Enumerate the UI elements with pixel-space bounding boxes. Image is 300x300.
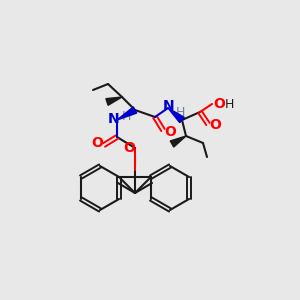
- Text: H: H: [121, 110, 131, 124]
- Text: N: N: [163, 99, 175, 113]
- Text: H: H: [224, 98, 234, 110]
- Text: O: O: [164, 125, 176, 139]
- Text: O: O: [213, 97, 225, 111]
- Polygon shape: [168, 108, 184, 123]
- Text: O: O: [123, 141, 135, 155]
- Polygon shape: [170, 136, 186, 147]
- Text: N: N: [108, 112, 120, 126]
- Polygon shape: [117, 107, 137, 120]
- Text: O: O: [91, 136, 103, 150]
- Text: O: O: [209, 118, 221, 132]
- Text: H: H: [175, 106, 185, 119]
- Polygon shape: [106, 97, 122, 105]
